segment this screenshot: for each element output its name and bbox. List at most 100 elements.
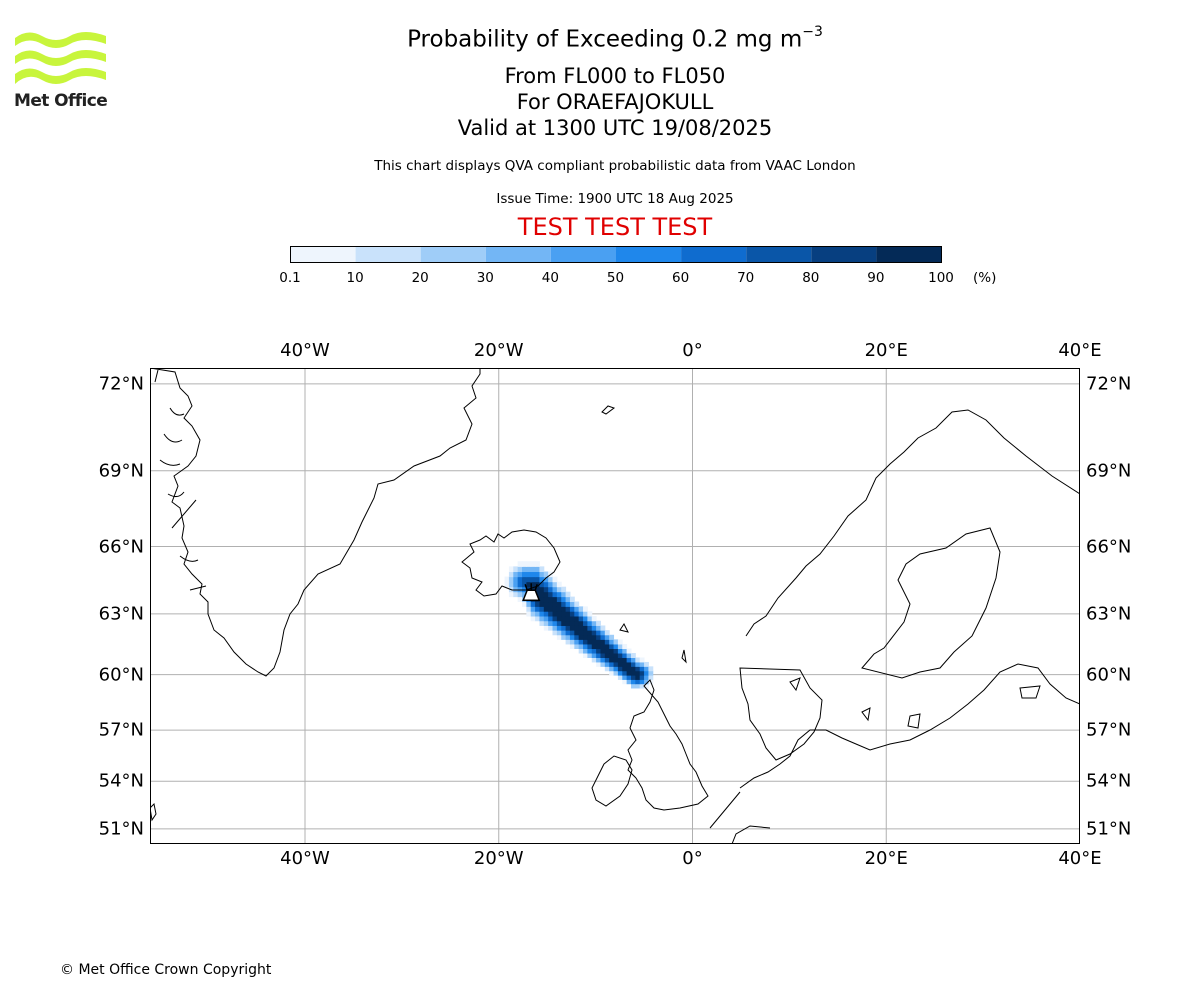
plume-cell: [522, 576, 527, 583]
plume-cell: [622, 648, 628, 654]
latitude-label-left: 54°N: [98, 770, 144, 792]
colorbar-segment: [876, 246, 942, 263]
plume-cell: [548, 601, 554, 607]
plume-cell: [543, 576, 549, 583]
plume-cell: [622, 657, 628, 663]
plume-cell: [561, 625, 567, 631]
plume-cell: [539, 606, 545, 612]
plume-cell: [587, 615, 593, 622]
plume-cell: [569, 625, 575, 631]
plume-cell: [539, 611, 545, 617]
plume-cell: [626, 648, 632, 654]
plume-cell: [583, 615, 588, 622]
longitude-label-top: 40°W: [280, 340, 330, 361]
plume-cell: [513, 566, 519, 573]
plume-cell: [574, 625, 580, 631]
plume-cell: [600, 661, 606, 667]
plume-cell: [513, 581, 519, 588]
plume-cell: [530, 586, 536, 593]
plume-cell: [561, 596, 567, 603]
map-frame: [150, 368, 1080, 844]
plume-cell: [583, 611, 588, 617]
graticule: [150, 368, 1080, 844]
plume-cell: [517, 581, 523, 588]
plume-cell: [561, 601, 567, 607]
plume-cell: [517, 591, 523, 598]
plume-cell: [635, 670, 641, 676]
plume-cell: [587, 643, 593, 650]
plume-cell: [548, 581, 554, 588]
plume-cell: [522, 566, 527, 573]
plume-cell: [522, 601, 527, 607]
colorbar-tick-label: 30: [476, 270, 494, 286]
plume-cell: [530, 611, 536, 617]
plume-cell: [591, 630, 597, 636]
plume-cell: [583, 625, 588, 631]
plume-cell: [543, 615, 549, 622]
plume-cell: [596, 661, 601, 667]
plume-cell: [578, 639, 584, 645]
plume-cell: [591, 657, 597, 663]
colorbar-tick-label: 100: [928, 270, 954, 286]
plume-cell: [591, 634, 597, 640]
plume-cell: [648, 675, 654, 680]
plume-cell: [522, 591, 527, 598]
plume-cell: [556, 630, 562, 636]
colorbar-segment: [616, 246, 682, 263]
plume-cell: [617, 675, 623, 680]
plume-cell: [530, 606, 536, 612]
plume-cell: [561, 630, 567, 636]
plume-cell: [591, 615, 597, 622]
plume-cell: [635, 679, 641, 685]
plume-cell: [556, 601, 562, 607]
latitude-label-left: 57°N: [98, 719, 144, 741]
latitude-label-right: 69°N: [1086, 460, 1132, 482]
plume-cell: [543, 581, 549, 588]
colorbar-tick-label: 40: [541, 270, 559, 286]
plume-cell: [630, 675, 636, 680]
plume-cell: [539, 581, 545, 588]
plume-cell: [517, 571, 523, 578]
plume-cell: [639, 683, 645, 689]
plume-cell: [578, 615, 584, 622]
plume-cell: [613, 639, 619, 645]
coastlines: [150, 368, 1080, 844]
plume-cell: [526, 561, 532, 567]
plume-cell: [639, 670, 645, 676]
plume-cell: [596, 620, 601, 626]
plume-cell: [587, 611, 593, 617]
plume-cell: [548, 591, 554, 598]
plume-cell: [517, 586, 523, 593]
plume-cell: [552, 630, 558, 636]
plume-cell: [561, 634, 567, 640]
plume-cell: [548, 625, 554, 631]
plume-cell: [609, 643, 615, 650]
plume-cell: [535, 566, 540, 573]
iceland-coast: [461, 529, 561, 597]
plume-cell: [635, 666, 641, 672]
plume-cell: [613, 653, 619, 658]
plume-cell: [596, 657, 601, 663]
plume-cell: [552, 591, 558, 598]
plume-cell: [556, 634, 562, 640]
plume-cell: [648, 670, 654, 676]
plume-cell: [635, 657, 641, 663]
plume-cell: [552, 596, 558, 603]
plume-cell: [587, 639, 593, 645]
plume-cell: [539, 571, 545, 578]
colorbar-segment: [420, 246, 486, 263]
latitude-label-right: 60°N: [1086, 664, 1132, 686]
latitude-label-left: 72°N: [98, 373, 144, 395]
plume-cell: [552, 611, 558, 617]
plume-cell: [565, 620, 571, 626]
plume-cell: [543, 571, 549, 578]
colorbar-tick-label: 20: [411, 270, 429, 286]
plume-cell: [604, 648, 610, 654]
latitude-label-right: 57°N: [1086, 719, 1132, 741]
longitude-label-top: 20°W: [473, 340, 524, 361]
plume-cell: [574, 606, 580, 612]
plume-cell: [552, 576, 558, 583]
plume-cell: [644, 675, 649, 680]
plume-cell: [535, 561, 540, 567]
plume-cell: [583, 639, 588, 645]
